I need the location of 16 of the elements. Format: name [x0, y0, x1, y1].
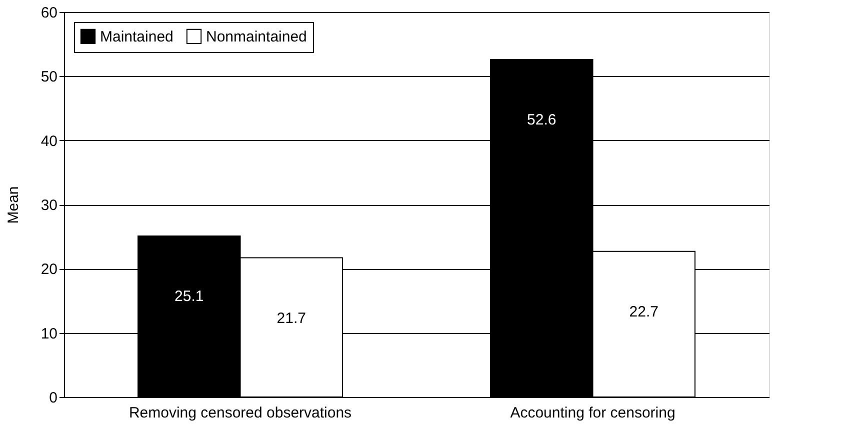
data-label: 52.6	[527, 111, 556, 128]
data-label: 22.7	[629, 303, 658, 320]
y-tick-label: 10	[40, 325, 58, 342]
y-tick-label: 40	[40, 132, 58, 150]
legend-label: Nonmaintained	[206, 28, 307, 46]
y-tick-label: 30	[40, 197, 58, 214]
data-label: 25.1	[174, 288, 204, 305]
y-tick-label: 60	[40, 4, 58, 22]
y-tick-label: 20	[40, 261, 58, 278]
x-tick-label: Removing censored observations	[128, 404, 352, 422]
y-tick-label: 50	[40, 68, 58, 86]
x-tick-label: Accounting for censoring	[510, 404, 676, 422]
y-tick-label: 0	[49, 390, 58, 406]
legend-label: Maintained	[100, 28, 174, 46]
data-label: 21.7	[276, 310, 306, 327]
y-axis-title: Mean	[4, 186, 22, 224]
